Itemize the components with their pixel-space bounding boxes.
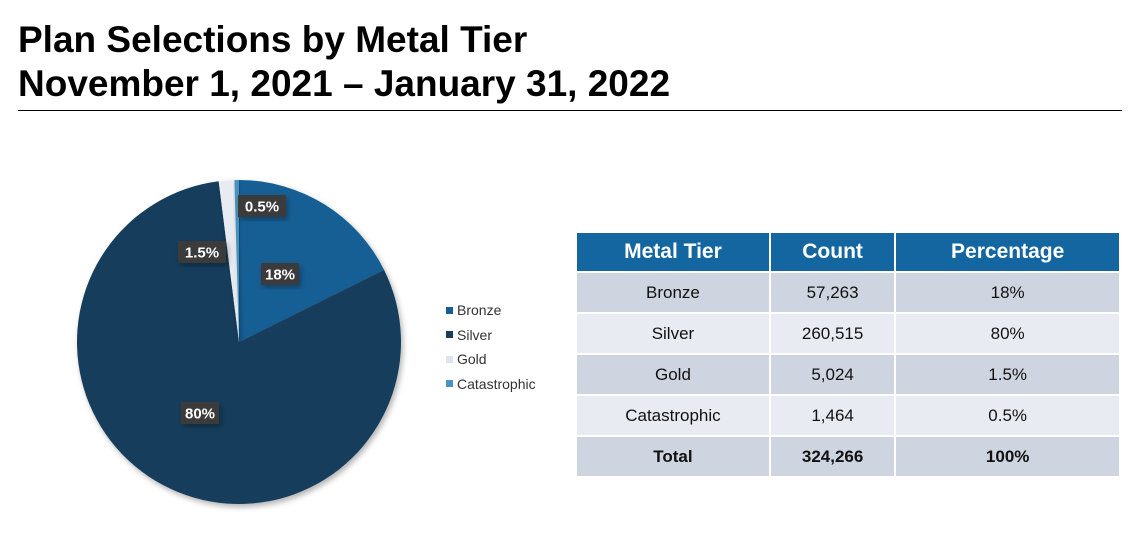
table-row: Gold 5,024 1.5% [577,353,1121,395]
pie-slice-catastrophic [234,180,239,342]
cell-percentage: 1.5% [895,353,1121,395]
data-label-bronze: 18% [261,263,299,285]
legend-item-bronze: Bronze [446,298,536,323]
title-line-2: November 1, 2021 – January 31, 2022 [18,63,671,104]
cell-count: 57,263 [769,271,897,313]
data-label-silver: 80% [181,402,219,424]
data-label-catastrophic: 0.5% [238,195,286,217]
pie-slice-bronze [239,180,385,342]
pie-chart: 18% 80% 1.5% 0.5% [77,180,401,504]
cell-total-label: Total [577,435,771,476]
cell-tier: Bronze [577,271,771,313]
header-percentage: Percentage [895,233,1121,272]
legend-label: Silver [457,326,493,343]
svg-text:80%: 80% [185,406,215,423]
table-total-row: Total 324,266 100% [577,435,1121,476]
pie-slice-silver [77,181,401,504]
svg-text:18%: 18% [265,267,295,284]
legend-item-catastrophic: Catastrophic [446,372,536,397]
cell-tier: Catastrophic [577,394,771,436]
cell-total-count: 324,266 [769,435,897,476]
cell-count: 1,464 [769,394,897,436]
table-row: Silver 260,515 80% [577,312,1121,354]
legend-label: Bronze [457,302,502,319]
cell-count: 5,024 [769,353,897,395]
chart-legend: Bronze Silver Gold Catastrophic [446,298,536,396]
metal-tier-table: Metal Tier Count Percentage Bronze 57,26… [577,233,1121,476]
legend-swatch [446,306,453,314]
pie-slice-gold [218,180,239,342]
cell-tier: Silver [577,312,771,354]
legend-item-gold: Gold [446,347,536,372]
legend-swatch [446,380,453,388]
title-divider [18,110,1122,111]
data-label-gold: 1.5% [178,241,226,263]
table-row: Bronze 57,263 18% [577,271,1121,313]
svg-text:0.5%: 0.5% [245,199,279,216]
title-line-1: Plan Selections by Metal Tier [18,19,528,60]
cell-total-percentage: 100% [895,435,1121,476]
legend-swatch [446,355,453,363]
legend-item-silver: Silver [446,323,536,348]
svg-text:1.5%: 1.5% [185,245,219,262]
table-header-row: Metal Tier Count Percentage [577,233,1121,272]
cell-count: 260,515 [769,312,897,354]
legend-label: Gold [457,351,487,368]
header-count: Count [769,233,897,272]
legend-label: Catastrophic [457,375,536,392]
cell-percentage: 18% [895,271,1121,313]
table-row: Catastrophic 1,464 0.5% [577,394,1121,436]
cell-percentage: 0.5% [895,394,1121,436]
cell-percentage: 80% [895,312,1121,354]
header-metal-tier: Metal Tier [577,233,771,272]
cell-tier: Gold [577,353,771,395]
page-title: Plan Selections by Metal Tier November 1… [18,18,670,106]
legend-swatch [446,331,453,339]
